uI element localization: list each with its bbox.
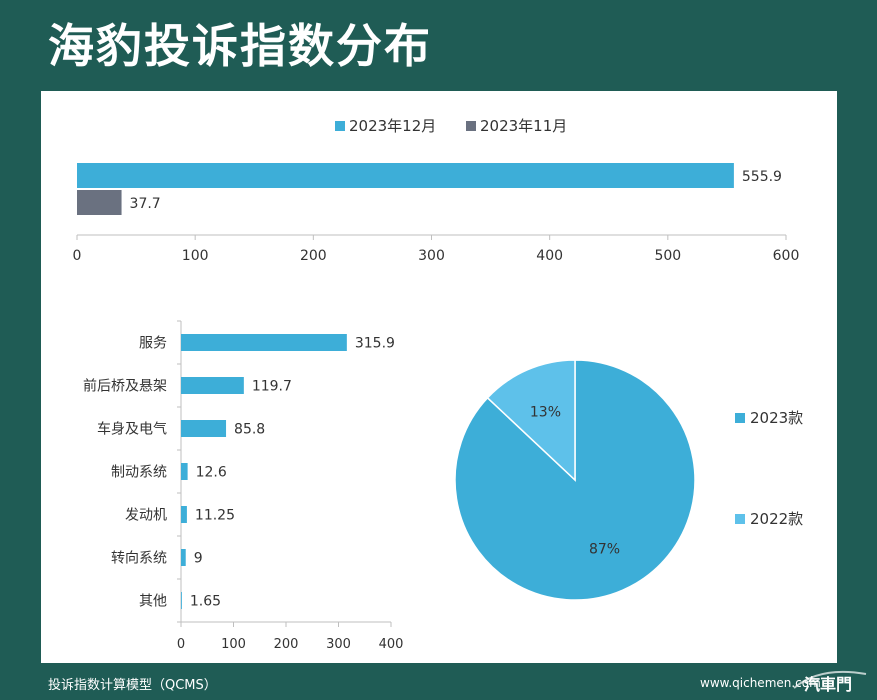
category-label-6: 其他 xyxy=(139,594,167,610)
bar-0 xyxy=(77,163,734,188)
category-bar-chart: 服务 315.9 前后桥及悬架 119.7 车身及电气 85.8 制动系统 12.6 发动机 11… xyxy=(83,320,404,652)
chart-panel: 2023年12月 2023年11月 555.9 37.7 0 100 200 300 400 50… xyxy=(41,91,837,663)
x-tick-label-4: 400 xyxy=(536,248,563,264)
x-tick-label-5: 500 xyxy=(654,248,681,264)
data-label-6: 1.65 xyxy=(190,594,221,610)
pie-slice-0 xyxy=(454,359,696,601)
pie-legend-swatch-0 xyxy=(735,413,745,423)
data-label-4: 11.25 xyxy=(195,508,235,524)
pie-legend-label-0: 2023款 xyxy=(750,409,803,427)
bar-0 xyxy=(181,334,347,351)
pie-data-label-1: 13% xyxy=(530,405,561,421)
bar-5 xyxy=(181,549,186,566)
footer-site-link[interactable]: www.qichemen.com xyxy=(700,676,821,690)
data-label-0: 555.9 xyxy=(742,169,782,185)
footer-model-label: 投诉指数计算模型（QCMS） xyxy=(48,678,217,693)
bar-2 xyxy=(181,420,227,437)
data-label-3: 12.6 xyxy=(196,465,227,481)
x-tick-label-2: 200 xyxy=(300,248,327,264)
brand-logo: 汽車門 xyxy=(793,670,867,694)
x-tick-label-3: 300 xyxy=(326,637,351,652)
model-year-pie-chart: 87% 13% 2023款 2022款 xyxy=(454,359,803,601)
bar-1 xyxy=(181,377,244,394)
logo-swoosh xyxy=(793,670,867,689)
pie-slice-1 xyxy=(486,359,576,482)
legend-swatch-0 xyxy=(335,121,345,131)
x-tick-label-0: 0 xyxy=(73,248,82,264)
legend-swatch-1 xyxy=(466,121,476,131)
bar-4 xyxy=(181,506,187,523)
pie-legend-label-1: 2022款 xyxy=(750,510,803,528)
x-tick-label-4: 400 xyxy=(379,637,404,652)
data-label-5: 9 xyxy=(194,551,203,567)
data-label-1: 119.7 xyxy=(252,379,292,395)
bar-6 xyxy=(181,592,182,609)
pie-data-label-0: 87% xyxy=(589,541,620,557)
charts-canvas: 2023年12月 2023年11月 555.9 37.7 0 100 200 300 400 50… xyxy=(73,117,804,652)
category-label-3: 制动系统 xyxy=(111,465,167,481)
pie-legend-swatch-1 xyxy=(735,514,745,524)
bar-1 xyxy=(77,190,122,215)
page-title: 海豹投诉指数分布 xyxy=(48,19,432,73)
data-label-2: 85.8 xyxy=(234,422,265,438)
category-label-5: 转向系统 xyxy=(111,551,167,567)
category-label-1: 前后桥及悬架 xyxy=(83,378,167,395)
x-tick-label-2: 200 xyxy=(274,637,299,652)
legend-label-0: 2023年12月 xyxy=(349,117,436,135)
x-tick-label-3: 300 xyxy=(418,248,445,264)
category-label-0: 服务 xyxy=(139,336,167,352)
x-tick-label-1: 100 xyxy=(221,637,246,652)
x-tick-label-6: 600 xyxy=(773,248,800,264)
legend-label-1: 2023年11月 xyxy=(480,117,567,135)
x-tick-label-0: 0 xyxy=(177,637,185,652)
category-label-4: 发动机 xyxy=(125,508,167,524)
bar-3 xyxy=(181,463,188,480)
x-tick-label-1: 100 xyxy=(182,248,209,264)
data-label-1: 37.7 xyxy=(130,196,161,212)
data-label-0: 315.9 xyxy=(355,336,395,352)
category-label-2: 车身及电气 xyxy=(97,421,167,438)
logo-text: 汽車門 xyxy=(804,675,852,694)
monthly-comparison-chart: 2023年12月 2023年11月 555.9 37.7 0 100 200 300 400 50… xyxy=(73,117,800,264)
